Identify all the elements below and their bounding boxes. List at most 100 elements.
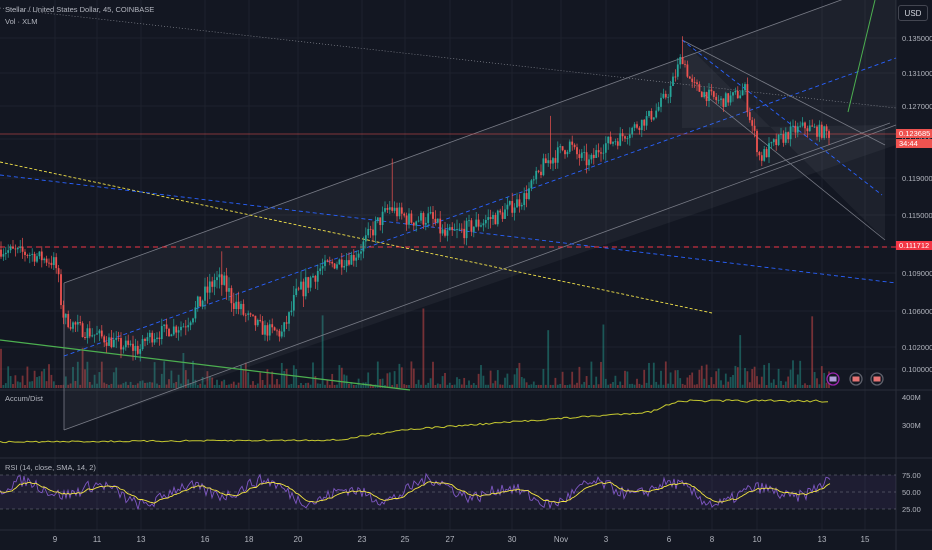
volume-bar — [763, 364, 766, 388]
volume-bar — [410, 361, 413, 388]
candle-body — [300, 281, 302, 290]
candle-body — [520, 204, 523, 207]
candle-body — [580, 152, 583, 158]
candle-body — [33, 253, 36, 262]
candle-body — [496, 210, 499, 225]
candle-body — [223, 275, 226, 285]
volume-bar — [648, 362, 650, 388]
candle-body — [540, 171, 542, 176]
candle-body — [372, 229, 374, 236]
candle-body — [12, 246, 14, 249]
accum-tick-label: 400M — [902, 393, 921, 402]
candle-body — [434, 218, 437, 223]
candle-body — [444, 229, 446, 236]
volume-bar — [348, 384, 350, 388]
candle-body — [292, 295, 295, 311]
candle-body — [156, 337, 158, 340]
accum-dist-line — [0, 399, 829, 444]
x-tick-label: 13 — [818, 535, 827, 544]
volume-bar — [516, 368, 518, 388]
candle-body — [170, 334, 173, 337]
candle-body — [763, 149, 766, 161]
wedge-upper-line — [681, 39, 886, 146]
volume-bar — [285, 368, 288, 388]
rsi-legend[interactable]: RSI (14, close, SMA, 14, 2) — [5, 463, 96, 472]
symbol-legend[interactable]: Stellar / United States Dollar, 45, COIN… — [5, 5, 155, 14]
candle-body — [710, 89, 713, 92]
candle-body — [446, 230, 449, 236]
candle-body — [264, 325, 266, 335]
volume-bar — [470, 384, 473, 388]
candle-body — [451, 227, 454, 231]
volume-bar — [705, 364, 708, 388]
candle-body — [468, 220, 470, 222]
candle-body — [458, 228, 461, 230]
volume-bar — [734, 365, 737, 388]
volume-bar — [295, 369, 298, 388]
volume-bar — [355, 384, 358, 388]
volume-bar — [139, 381, 142, 388]
candle-body — [72, 322, 74, 329]
candle-body — [276, 330, 278, 332]
candle-body — [93, 334, 96, 336]
volume-bar — [571, 371, 574, 388]
candle-body — [393, 207, 396, 211]
candle-body — [722, 98, 725, 107]
axes: 0.1350000.1310000.1270000.1230000.119000… — [53, 34, 932, 544]
accum-dist-legend[interactable]: Accum/Dist — [5, 394, 43, 403]
candle-body — [556, 147, 559, 163]
volume-bar — [314, 376, 317, 388]
volume-bar — [64, 376, 67, 388]
candle-body — [424, 222, 427, 225]
candle-body — [664, 93, 667, 98]
volume-bar — [43, 368, 46, 388]
y-tick-label: 0.119000 — [902, 174, 932, 183]
rsi-pane — [0, 472, 896, 510]
candle-body — [76, 321, 79, 325]
volume-bar — [228, 384, 230, 388]
volume-bar — [328, 384, 331, 388]
volume-bar — [278, 384, 281, 388]
volume-bar — [151, 382, 154, 388]
volume-bar — [206, 371, 209, 388]
candle-body — [472, 226, 475, 232]
volume-bar — [674, 370, 677, 388]
candle-body — [333, 263, 336, 269]
candle-body — [285, 322, 288, 324]
candle-body — [158, 337, 161, 340]
volume-bar — [770, 382, 773, 388]
candle-body — [0, 249, 2, 257]
candle-body — [273, 327, 276, 331]
candle-body — [518, 199, 521, 207]
volume-bar — [218, 384, 221, 388]
candle-body — [235, 301, 238, 309]
candle-body — [492, 214, 494, 219]
candle-body — [621, 133, 624, 137]
volume-bar — [211, 377, 214, 388]
candle-body — [134, 345, 137, 351]
volume-bar — [225, 384, 228, 388]
rsi-line — [0, 472, 831, 510]
candle-body — [4, 252, 7, 255]
candle-body — [168, 328, 170, 337]
candle-body — [686, 64, 689, 77]
volume-legend[interactable]: Vol · XLM — [5, 17, 38, 26]
candle-body — [151, 332, 154, 343]
x-tick-label: 10 — [753, 535, 762, 544]
candle-body — [288, 312, 290, 324]
candle-body — [616, 141, 619, 146]
candle-body — [79, 321, 82, 324]
candle-body — [789, 126, 792, 140]
currency-button[interactable]: USD — [898, 5, 928, 21]
volume-bar — [549, 384, 552, 388]
volume-bar — [199, 383, 202, 388]
candle-body — [554, 158, 557, 163]
volume-bar — [681, 383, 684, 388]
x-tick-label: 30 — [508, 535, 517, 544]
candle-body — [720, 98, 722, 100]
candle-body — [398, 207, 401, 217]
volume-bar — [600, 361, 602, 388]
volume-bar — [122, 383, 125, 388]
candle-body — [439, 218, 442, 234]
